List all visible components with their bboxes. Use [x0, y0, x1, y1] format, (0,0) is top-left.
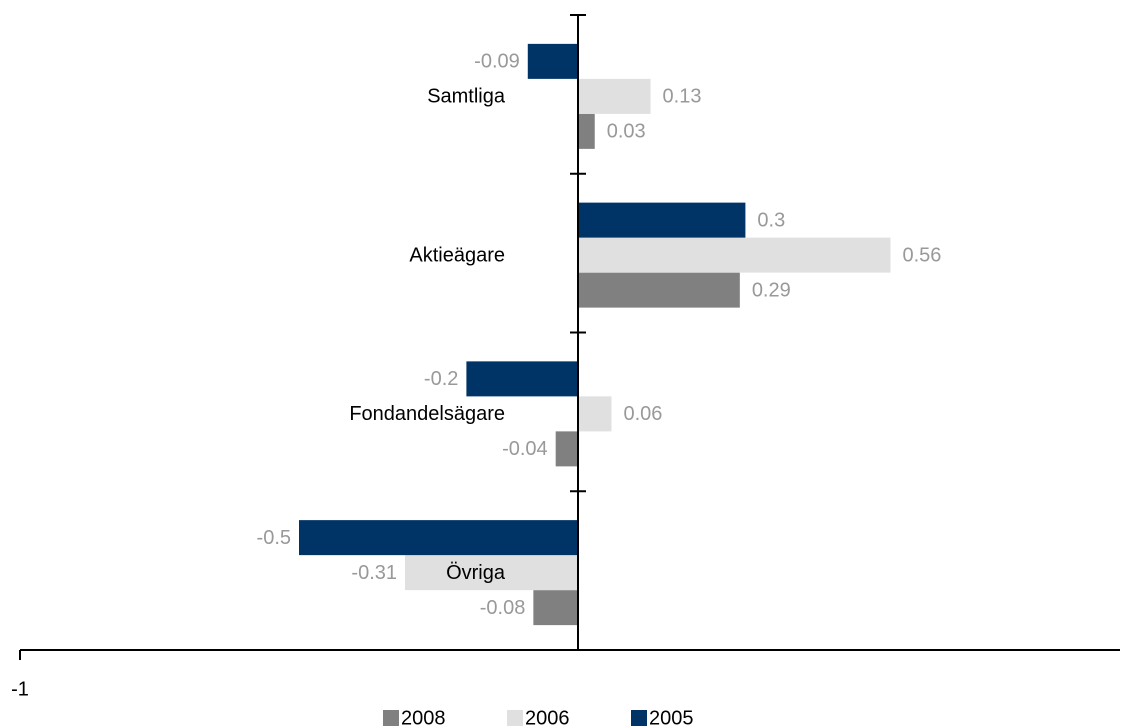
category-label: Fondandelsägare [349, 403, 505, 425]
bar [578, 396, 612, 432]
legend-swatch [383, 710, 399, 726]
value-label: -0.2 [424, 368, 458, 390]
value-label: 0.3 [757, 209, 785, 231]
value-label: -0.08 [480, 597, 526, 619]
bar [578, 113, 595, 149]
category-label: Aktieägare [409, 244, 505, 266]
bar [555, 431, 578, 467]
value-label: 0.06 [623, 403, 662, 425]
value-label: 0.29 [752, 279, 791, 301]
value-label: 0.13 [663, 86, 702, 108]
bar [299, 520, 578, 556]
value-label: -0.5 [257, 527, 291, 549]
x-tick-label: -1 [11, 678, 29, 700]
value-label: -0.04 [502, 438, 548, 460]
legend-swatch [631, 710, 647, 726]
bar [405, 555, 578, 591]
category-label: Samtliga [427, 86, 506, 108]
bar [527, 43, 578, 79]
bar [578, 272, 740, 308]
bar [466, 361, 578, 397]
value-label: 0.56 [902, 244, 941, 266]
legend-swatch [507, 710, 523, 726]
value-label: -0.31 [351, 562, 397, 584]
legend-label: 2006 [525, 707, 570, 728]
bar [578, 237, 891, 273]
bar [533, 590, 578, 626]
bar [578, 78, 651, 114]
bar [578, 202, 746, 238]
value-label: 0.03 [607, 121, 646, 143]
category-label: Övriga [446, 562, 506, 584]
value-label: -0.09 [474, 51, 520, 73]
legend-label: 2005 [649, 707, 694, 728]
legend-label: 2008 [401, 707, 446, 728]
